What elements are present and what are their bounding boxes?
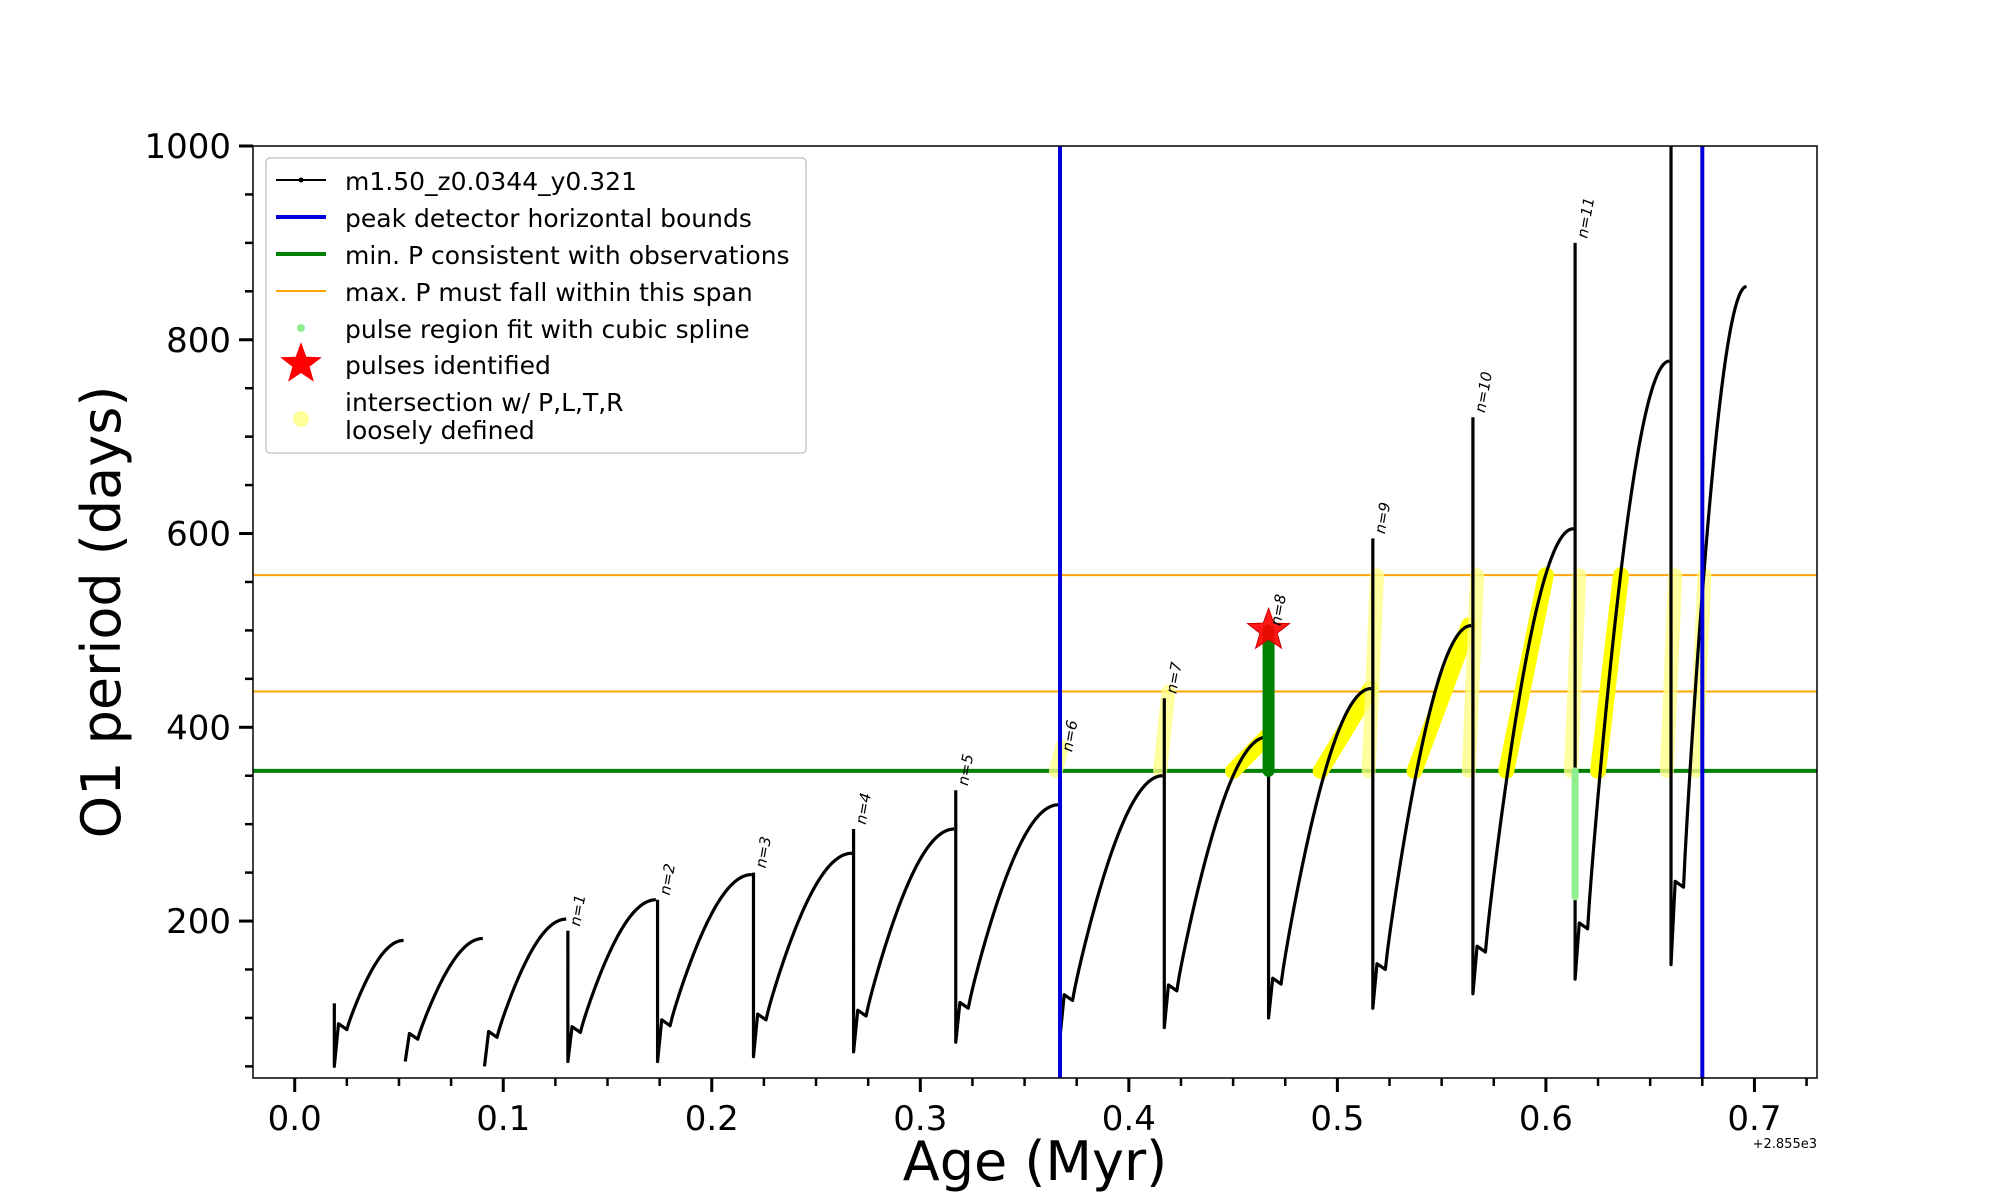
period-curve-pulse-11 <box>1266 630 1372 1020</box>
period-curve-pulse-13 <box>1471 417 1574 996</box>
period-curve-pulse-1 <box>332 938 404 1068</box>
period-curve-pulse-6 <box>751 851 852 1059</box>
period-curve-pulse-3 <box>482 917 567 1067</box>
y-tick-label: 1000 <box>144 127 231 167</box>
x-tick-label: 0.2 <box>685 1099 739 1139</box>
period-curve-pulse-4 <box>566 898 656 1064</box>
pulse-label-n-5: n=5 <box>954 753 977 787</box>
intersection-segment <box>1406 617 1477 779</box>
x-offset-label: +2.855e3 <box>1753 1137 1817 1152</box>
legend-label-6: pulses identified <box>345 351 551 380</box>
pulse-label-n-6: n=6 <box>1058 719 1081 753</box>
y-tick-label: 400 <box>166 708 231 748</box>
legend-label-7: intersection w/ P,L,T,R <box>345 388 624 417</box>
pulse-label-n-2: n=2 <box>656 862 679 896</box>
x-axis-label: Age (Myr) <box>903 1130 1168 1193</box>
x-tick-label: 0.4 <box>1102 1099 1156 1139</box>
legend-label-7-line2: loosely defined <box>345 416 535 445</box>
x-tick-label: 0.6 <box>1519 1099 1573 1139</box>
period-curve-pulse-7 <box>851 827 955 1054</box>
legend-marker-7 <box>293 411 309 427</box>
x-tick-label: 0.0 <box>268 1099 322 1139</box>
pulse-label-n-4: n=4 <box>852 791 875 825</box>
pulse-label-n-9: n=9 <box>1371 501 1394 535</box>
pulse-label-n-7: n=7 <box>1163 660 1186 695</box>
period-curve-pulse-10 <box>1162 698 1268 1030</box>
x-tick-label: 0.7 <box>1727 1099 1781 1139</box>
legend-marker-6 <box>280 342 322 382</box>
period-curve-pulse-14 <box>1573 242 1670 981</box>
period-curve-pulse-2 <box>403 936 483 1062</box>
legend-marker-1-dot <box>298 177 304 183</box>
plot-layer <box>253 146 1817 1078</box>
legend-marker-5 <box>297 324 305 332</box>
pulse-label-n-3: n=3 <box>752 835 775 869</box>
y-tick-label: 800 <box>166 321 231 361</box>
period-curve-pulse-9 <box>1058 756 1163 1039</box>
pulse-identified-star <box>1246 606 1291 650</box>
y-axis-label: O1 period (days) <box>70 386 133 839</box>
legend-label-5: pulse region fit with cubic spline <box>345 315 750 344</box>
legend-label-2: peak detector horizontal bounds <box>345 204 752 233</box>
period-curve-pulse-12 <box>1371 538 1472 1010</box>
x-tick-label: 0.5 <box>1310 1099 1364 1139</box>
x-tick-label: 0.1 <box>476 1099 530 1139</box>
pulse-label-n-8: n=8 <box>1267 593 1290 627</box>
period-curve-pulse-5 <box>655 872 752 1064</box>
plot-content: n=1n=2n=3n=4n=5n=6n=7n=8n=9n=10n=11 <box>253 146 1817 1078</box>
legend-label-3: min. P consistent with observations <box>345 241 790 270</box>
period-curve-pulse-15 <box>1669 146 1747 967</box>
legend-label-4: max. P must fall within this span <box>345 278 753 307</box>
y-axis: 200 400 600 800 1000 <box>144 127 253 1068</box>
y-tick-label: 600 <box>166 515 231 555</box>
legend-box <box>265 157 807 454</box>
x-tick-label: 0.3 <box>893 1099 947 1139</box>
y-tick-label: 200 <box>166 902 231 942</box>
period-curve-pulse-8 <box>954 790 1059 1044</box>
pulse-label-n-1: n=1 <box>566 893 589 927</box>
x-axis: 0.0 0.1 0.2 0.3 0.4 0.5 0.6 0.7 <box>268 1078 1808 1139</box>
plot-frame <box>252 145 1818 1079</box>
legend-label-1: m1.50_z0.0344_y0.321 <box>345 167 637 196</box>
